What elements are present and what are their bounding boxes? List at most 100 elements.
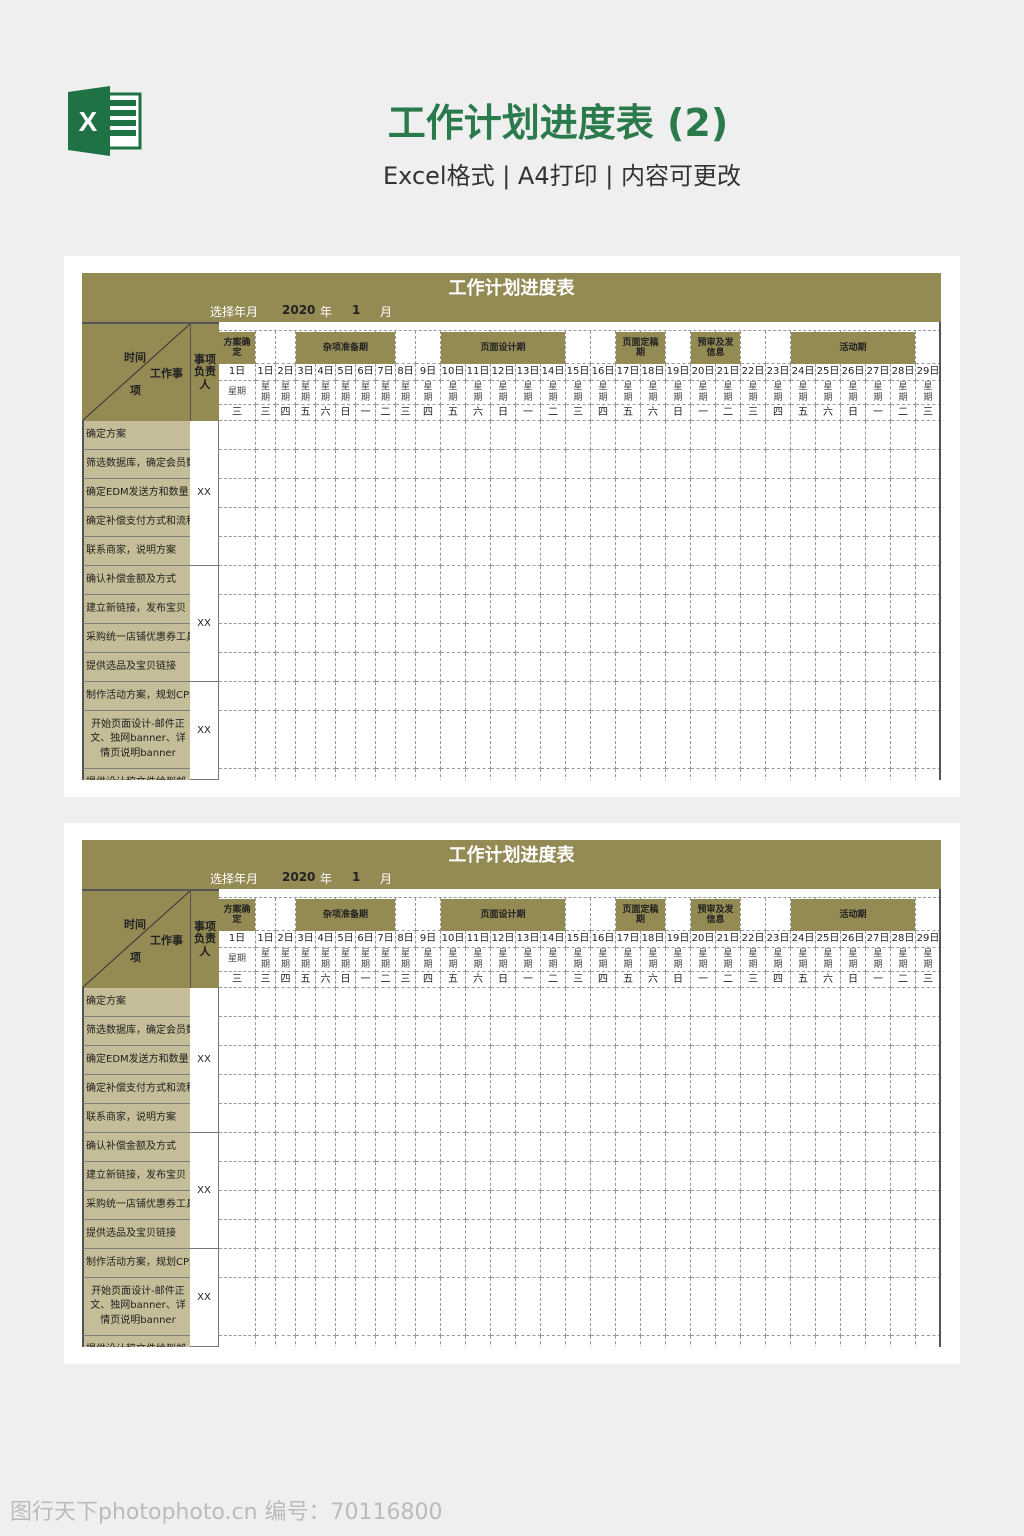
owner-cell: XX bbox=[190, 1249, 219, 1347]
grid-cell bbox=[691, 1017, 716, 1046]
grid-cell bbox=[641, 988, 666, 1017]
week-cell: 星期 bbox=[916, 948, 941, 972]
grid-cell bbox=[316, 421, 336, 450]
grid-cell bbox=[716, 508, 741, 537]
task-row: 确定方案 bbox=[82, 421, 190, 450]
grid-cell bbox=[566, 1220, 591, 1249]
grid-cell bbox=[396, 537, 416, 566]
grid-cell bbox=[356, 566, 376, 595]
phase-cell bbox=[566, 898, 591, 931]
grid-cell bbox=[296, 1249, 316, 1278]
grid-cell bbox=[466, 624, 491, 653]
grid-cell bbox=[441, 421, 466, 450]
grid-cell bbox=[741, 1191, 766, 1220]
grid-cell bbox=[816, 1104, 841, 1133]
grid-cell bbox=[466, 1249, 491, 1278]
grid-cell bbox=[316, 1162, 336, 1191]
weekday-cell: 二 bbox=[716, 405, 741, 421]
grid-cell bbox=[566, 1104, 591, 1133]
grid-cell bbox=[416, 1220, 441, 1249]
week-cell: 星期 bbox=[441, 381, 466, 405]
grid-cell bbox=[616, 1017, 641, 1046]
grid-cell bbox=[276, 1249, 296, 1278]
task-row: 开始页面设计-邮件正文、独网banner、详情页说明banner bbox=[82, 711, 190, 769]
date-cell: 23日 bbox=[766, 931, 791, 948]
weekday-cell: 四 bbox=[766, 405, 791, 421]
task-row: 确定EDM发送方和数量 bbox=[82, 479, 190, 508]
grid-cell bbox=[666, 1336, 691, 1347]
grid-cell bbox=[491, 537, 516, 566]
grid-cell bbox=[566, 624, 591, 653]
grid-cell bbox=[566, 566, 591, 595]
date-cell: 21日 bbox=[716, 931, 741, 948]
grid-cell bbox=[766, 537, 791, 566]
phase-2: 页面设计期 bbox=[441, 332, 565, 364]
date-cell: 1日 bbox=[219, 364, 256, 381]
grid-cell bbox=[256, 508, 276, 537]
grid-cell bbox=[296, 711, 316, 769]
grid-cell bbox=[816, 1162, 841, 1191]
grid-cell bbox=[641, 769, 666, 780]
weekday-cell: 四 bbox=[766, 972, 791, 988]
grid-cell bbox=[641, 1336, 666, 1347]
grid-cell bbox=[791, 1220, 816, 1249]
date-cell: 5日 bbox=[336, 364, 356, 381]
grid-cell bbox=[816, 537, 841, 566]
grid-cell bbox=[256, 1046, 276, 1075]
weekday-cell: 三 bbox=[256, 405, 276, 421]
task-row: 提供选品及宝贝链接 bbox=[82, 1220, 190, 1249]
grid-cell bbox=[441, 1104, 466, 1133]
grid-cell bbox=[741, 1220, 766, 1249]
grid-cell bbox=[336, 711, 356, 769]
task-row: 确认补偿金额及方式 bbox=[82, 566, 190, 595]
grid-cell bbox=[766, 1220, 791, 1249]
grid-cell bbox=[356, 1336, 376, 1347]
grid-cell bbox=[791, 653, 816, 682]
date-cell: 26日 bbox=[841, 931, 866, 948]
grid-cell bbox=[816, 1249, 841, 1278]
year-unit: 年 bbox=[320, 872, 333, 886]
week-cell: 星期 bbox=[541, 948, 566, 972]
grid-cell bbox=[641, 1104, 666, 1133]
grid-cell bbox=[356, 711, 376, 769]
date-cell: 27日 bbox=[866, 931, 891, 948]
grid-cell bbox=[276, 1133, 296, 1162]
grid-cell bbox=[591, 653, 616, 682]
grid-cell bbox=[356, 1046, 376, 1075]
grid-cell bbox=[441, 1075, 466, 1104]
date-cell: 2日 bbox=[276, 364, 296, 381]
grid-cell bbox=[219, 624, 256, 653]
week-cell: 星期 bbox=[376, 948, 396, 972]
week-cell: 星期 bbox=[641, 381, 666, 405]
grid-cell bbox=[916, 1278, 941, 1336]
grid-cell bbox=[541, 537, 566, 566]
grid-cell bbox=[591, 1278, 616, 1336]
grid-cell bbox=[441, 566, 466, 595]
grid-cell bbox=[256, 1133, 276, 1162]
grid-cell bbox=[491, 682, 516, 711]
grid-cell bbox=[716, 653, 741, 682]
grid-cell bbox=[316, 1017, 336, 1046]
weekday-cell: 六 bbox=[816, 405, 841, 421]
grid-cell bbox=[376, 479, 396, 508]
date-cell: 22日 bbox=[741, 364, 766, 381]
date-cell: 5日 bbox=[336, 931, 356, 948]
weekday-cell: 日 bbox=[841, 972, 866, 988]
grid-cell bbox=[691, 479, 716, 508]
phase-1: 杂项准备期 bbox=[296, 899, 395, 931]
grid-cell bbox=[766, 1336, 791, 1347]
grid-cell bbox=[691, 1162, 716, 1191]
grid-cell bbox=[791, 624, 816, 653]
grid-cell bbox=[491, 595, 516, 624]
grid-cell bbox=[516, 711, 541, 769]
grid-cell bbox=[791, 1017, 816, 1046]
week-cell: 星期 bbox=[691, 381, 716, 405]
grid-cell bbox=[616, 566, 641, 595]
week-cell: 星期 bbox=[491, 948, 516, 972]
grid-cell bbox=[466, 769, 491, 780]
date-cell: 12日 bbox=[491, 931, 516, 948]
grid-cell bbox=[516, 624, 541, 653]
grid-cell bbox=[666, 537, 691, 566]
grid-cell bbox=[891, 566, 916, 595]
week-cell: 星期 bbox=[841, 948, 866, 972]
